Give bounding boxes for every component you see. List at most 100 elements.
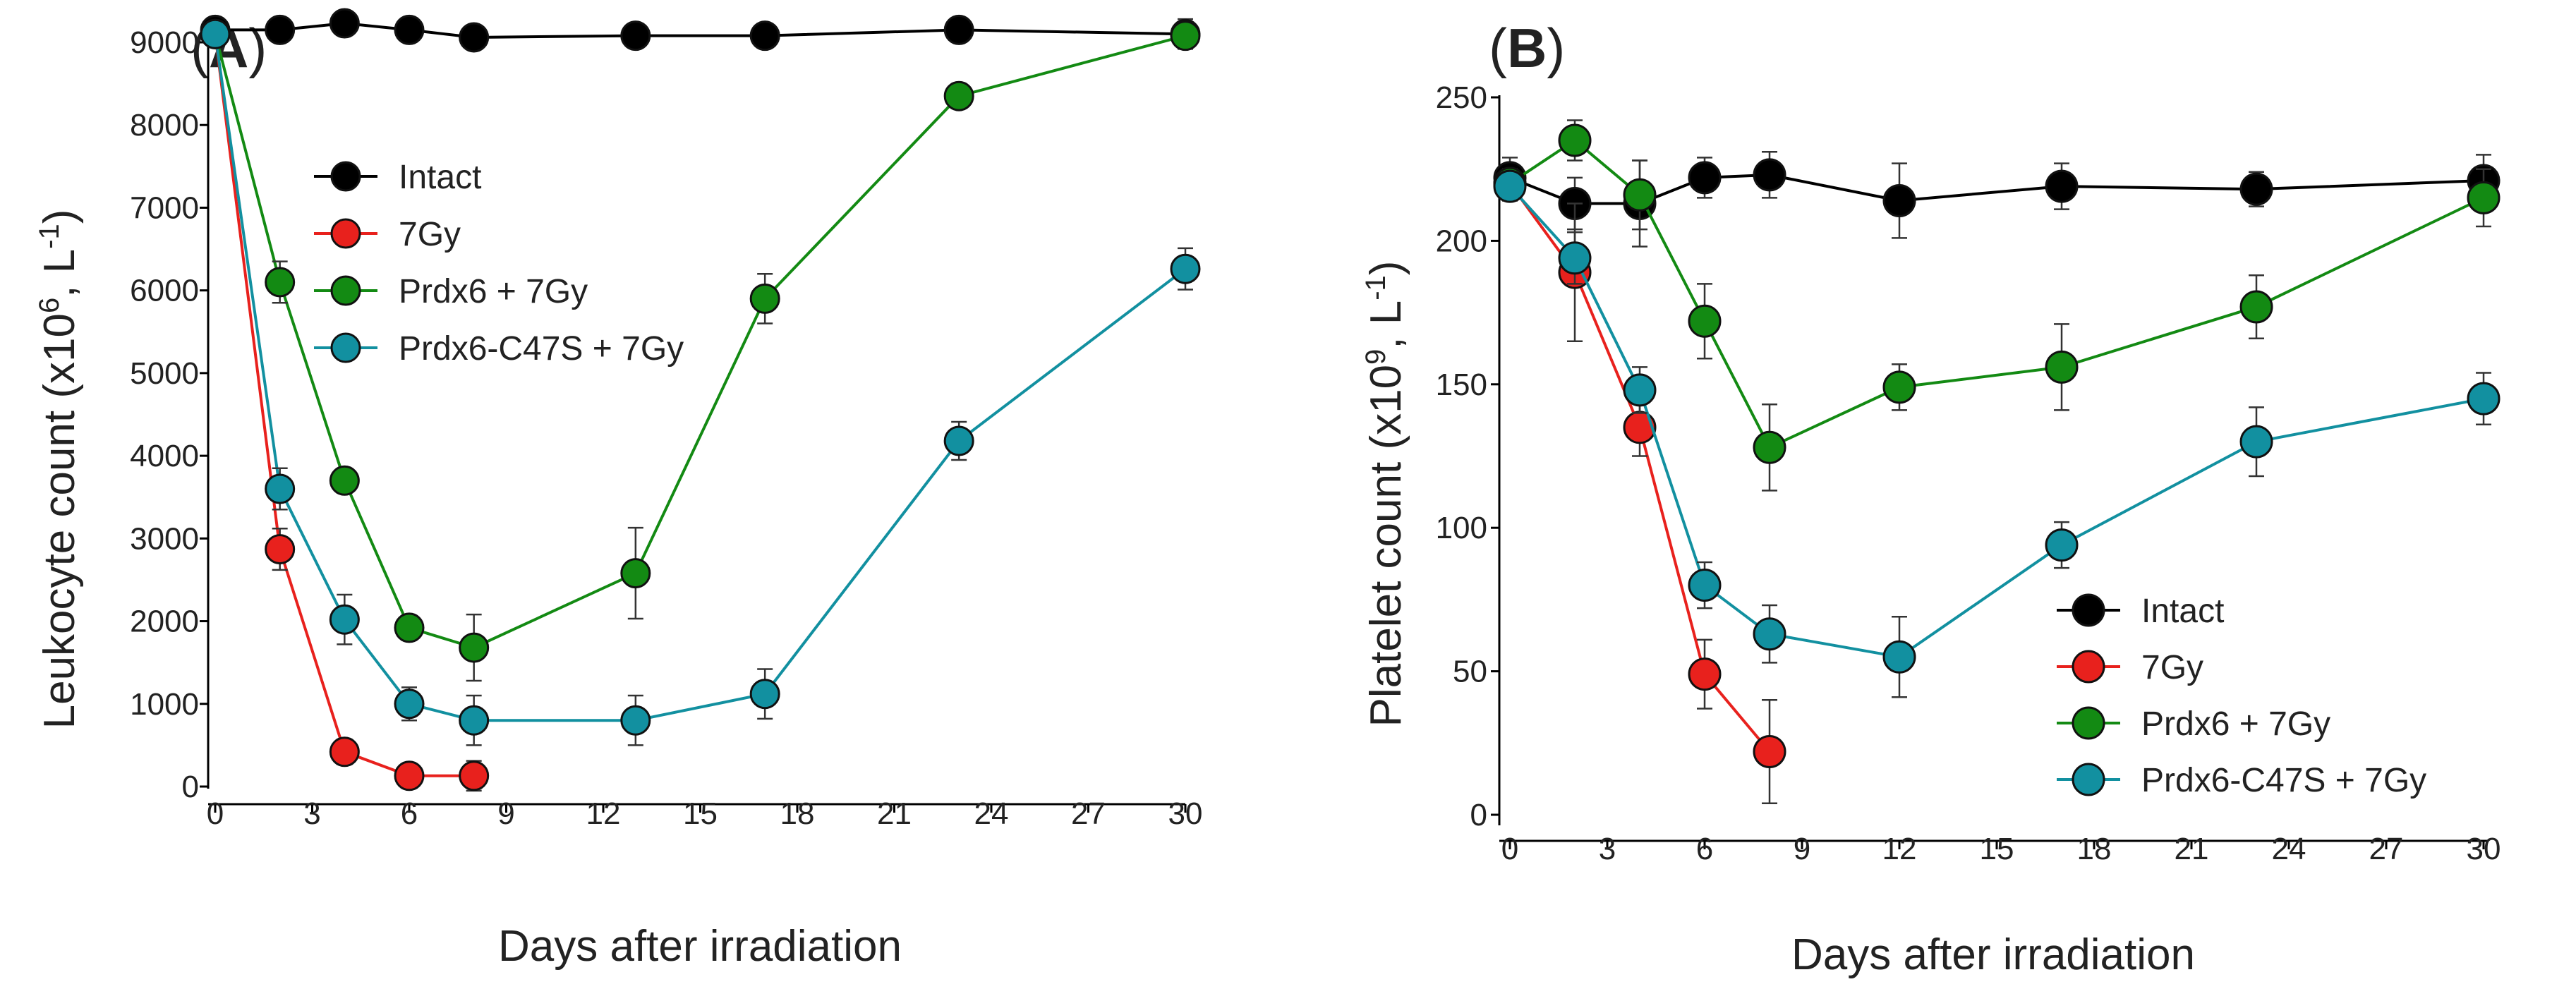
data-point — [2045, 528, 2079, 562]
legend-entry: Prdx6 + 7Gy — [314, 273, 588, 310]
legend-entry: 7Gy — [2057, 649, 2203, 686]
data-point — [1623, 178, 1657, 212]
data-point — [620, 705, 651, 736]
data-point — [265, 14, 296, 45]
legend-entry: Intact — [2057, 593, 2224, 630]
data-point — [1882, 640, 1916, 674]
series-prdx6-7gy — [1493, 119, 2501, 492]
y-tick-label: 100 — [1436, 511, 1487, 545]
legend-entry: Intact — [314, 159, 481, 196]
data-point — [1688, 657, 1722, 691]
y-tick-label: 5000 — [130, 356, 199, 391]
y-tick-label: 3000 — [130, 521, 199, 556]
x-tick-label: 12 — [1882, 832, 1917, 866]
y-tick-label: 1000 — [130, 687, 199, 722]
data-point — [2045, 350, 2079, 384]
data-point — [394, 612, 425, 643]
series-line — [1508, 185, 2484, 659]
data-point — [943, 14, 974, 45]
data-point — [1493, 169, 1527, 203]
y-tick-label: 7000 — [130, 190, 199, 225]
x-tick-label: 9 — [497, 796, 514, 831]
data-point — [329, 8, 360, 39]
legend-entry: Prdx6-C47S + 7Gy — [2057, 762, 2426, 799]
data-point — [329, 604, 360, 635]
data-point — [394, 688, 425, 720]
legend-entry: Prdx6 + 7Gy — [2057, 705, 2330, 743]
data-point — [265, 267, 296, 298]
x-tick-label: 21 — [877, 796, 912, 831]
x-tick-label: 0 — [1501, 832, 1518, 866]
legend-label: Intact — [2141, 593, 2224, 630]
data-point — [1623, 411, 1657, 444]
series-line — [1509, 173, 2484, 205]
data-point — [1170, 20, 1201, 51]
data-point — [200, 18, 231, 49]
x-tick-label: 6 — [401, 796, 418, 831]
series-line — [214, 34, 474, 777]
panel-label-b: (B) — [1489, 17, 1565, 79]
y-tick-label: 2000 — [130, 605, 199, 639]
data-point — [1753, 158, 1786, 192]
data-point — [265, 534, 296, 565]
series-line — [214, 33, 1187, 722]
x-tick-label: 27 — [2369, 832, 2404, 866]
series-prdx6-7gy — [200, 18, 1201, 682]
data-point — [943, 80, 974, 111]
data-point — [1558, 241, 1592, 275]
data-point — [459, 632, 490, 663]
x-tick-label: 3 — [303, 796, 320, 831]
y-tick-label: 0 — [182, 770, 199, 804]
data-point — [1688, 304, 1722, 338]
x-tick-label: 12 — [586, 796, 621, 831]
panel-a: (A) Leukocyte count (x106, L-1) Days aft… — [34, 8, 1202, 971]
data-point — [1688, 161, 1722, 195]
data-point — [1688, 569, 1722, 602]
data-point — [2239, 425, 2273, 459]
y-tick-label: 8000 — [130, 108, 199, 142]
legend-entry: 7Gy — [314, 216, 461, 253]
data-point — [1558, 123, 1592, 157]
series-line — [215, 22, 1186, 39]
series-prdx6-c47s-7gy — [200, 18, 1201, 746]
x-tick-label: 0 — [207, 796, 224, 831]
data-point — [943, 425, 974, 456]
legend-label: Prdx6-C47S + 7Gy — [399, 330, 684, 368]
panel-b: (B) Platelet count (x109, L-1) Days afte… — [1360, 17, 2501, 979]
legend-marker — [330, 218, 361, 249]
x-tick-label: 15 — [683, 796, 718, 831]
data-point — [749, 283, 780, 314]
series-line — [1508, 182, 1771, 753]
legend-label: Prdx6 + 7Gy — [399, 273, 588, 310]
legend-label: Prdx6 + 7Gy — [2141, 705, 2330, 743]
x-tick-label: 30 — [2467, 832, 2501, 866]
x-tick-label: 27 — [1071, 796, 1106, 831]
data-point — [459, 22, 490, 53]
data-point — [2045, 169, 2079, 203]
legend-marker — [330, 332, 361, 363]
data-point — [459, 760, 490, 791]
x-axis-title-a: Days after irradiation — [498, 922, 902, 971]
data-point — [1623, 373, 1657, 407]
legend-marker — [2072, 650, 2105, 684]
data-point — [2467, 181, 2501, 214]
data-point — [394, 760, 425, 791]
series-prdx6-c47s-7gy — [1493, 169, 2501, 698]
legend-marker — [330, 275, 361, 306]
y-axis-title-b: Platelet count (x109, L-1) — [1360, 261, 1410, 727]
x-tick-label: 24 — [974, 796, 1009, 831]
series-line — [214, 33, 1186, 650]
data-point — [2467, 382, 2501, 415]
y-tick-label: 9000 — [130, 25, 199, 60]
series-7gy — [200, 18, 490, 792]
series-7gy — [1493, 166, 1786, 804]
y-tick-label: 0 — [1470, 798, 1487, 832]
data-point — [749, 20, 780, 51]
legend-label: 7Gy — [2141, 649, 2203, 686]
x-tick-label: 24 — [2272, 832, 2306, 866]
legend-marker — [2072, 763, 2105, 796]
x-tick-label: 9 — [1794, 832, 1810, 866]
y-tick-label: 200 — [1436, 224, 1487, 258]
series-intact — [200, 8, 1201, 53]
